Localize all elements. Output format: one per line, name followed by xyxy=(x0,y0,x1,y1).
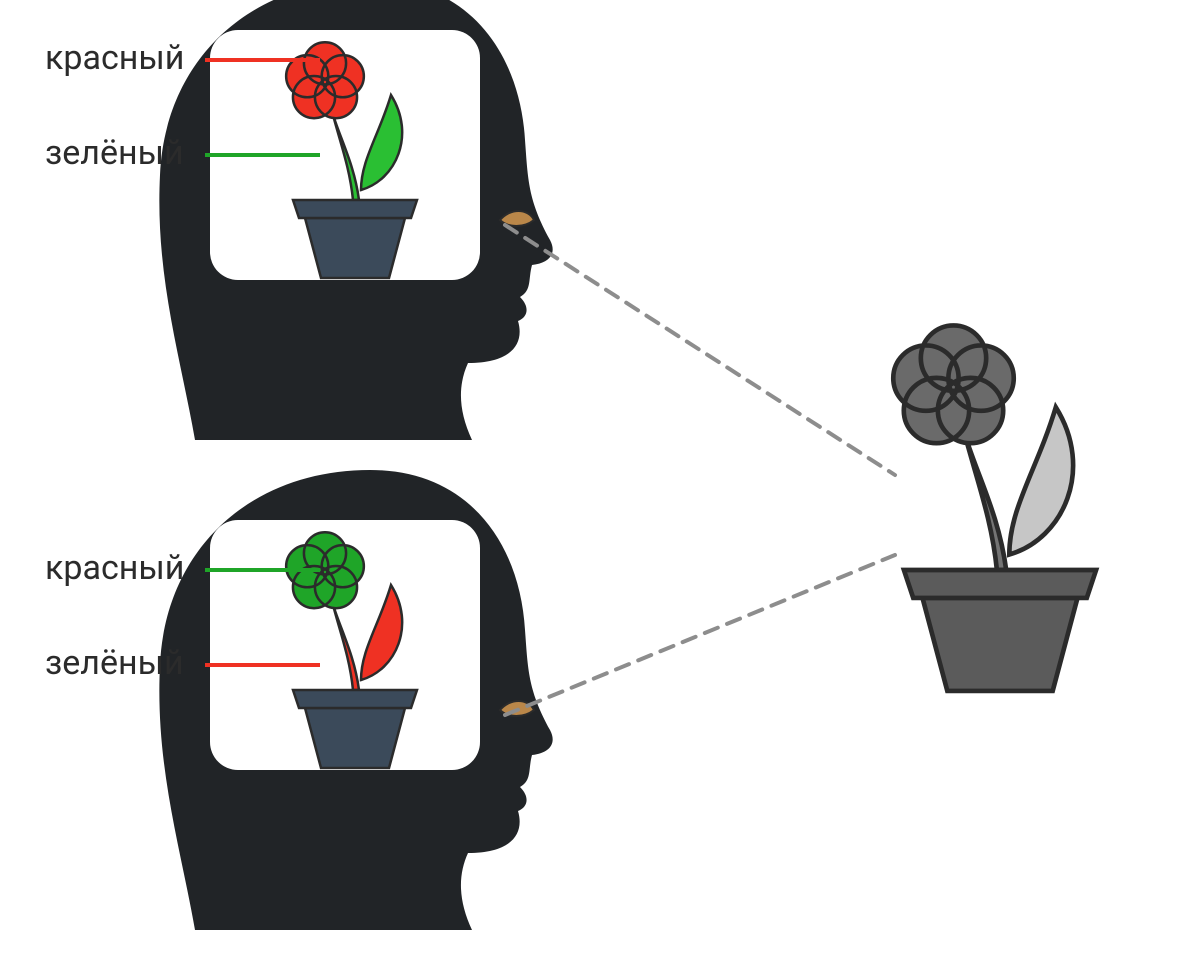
label-red-bottom: красный xyxy=(45,548,184,588)
label-red-top: красный xyxy=(45,38,184,78)
label-green-top: зелёный xyxy=(45,133,184,173)
sight-line xyxy=(505,225,895,475)
observer-bottom xyxy=(159,470,552,930)
real-flower xyxy=(893,325,1096,690)
label-green-bottom: зелёный xyxy=(45,643,184,683)
diagram-canvas: красный зелёный красный зелёный xyxy=(0,0,1200,963)
observer-top xyxy=(159,0,552,440)
sight-line xyxy=(505,555,895,715)
